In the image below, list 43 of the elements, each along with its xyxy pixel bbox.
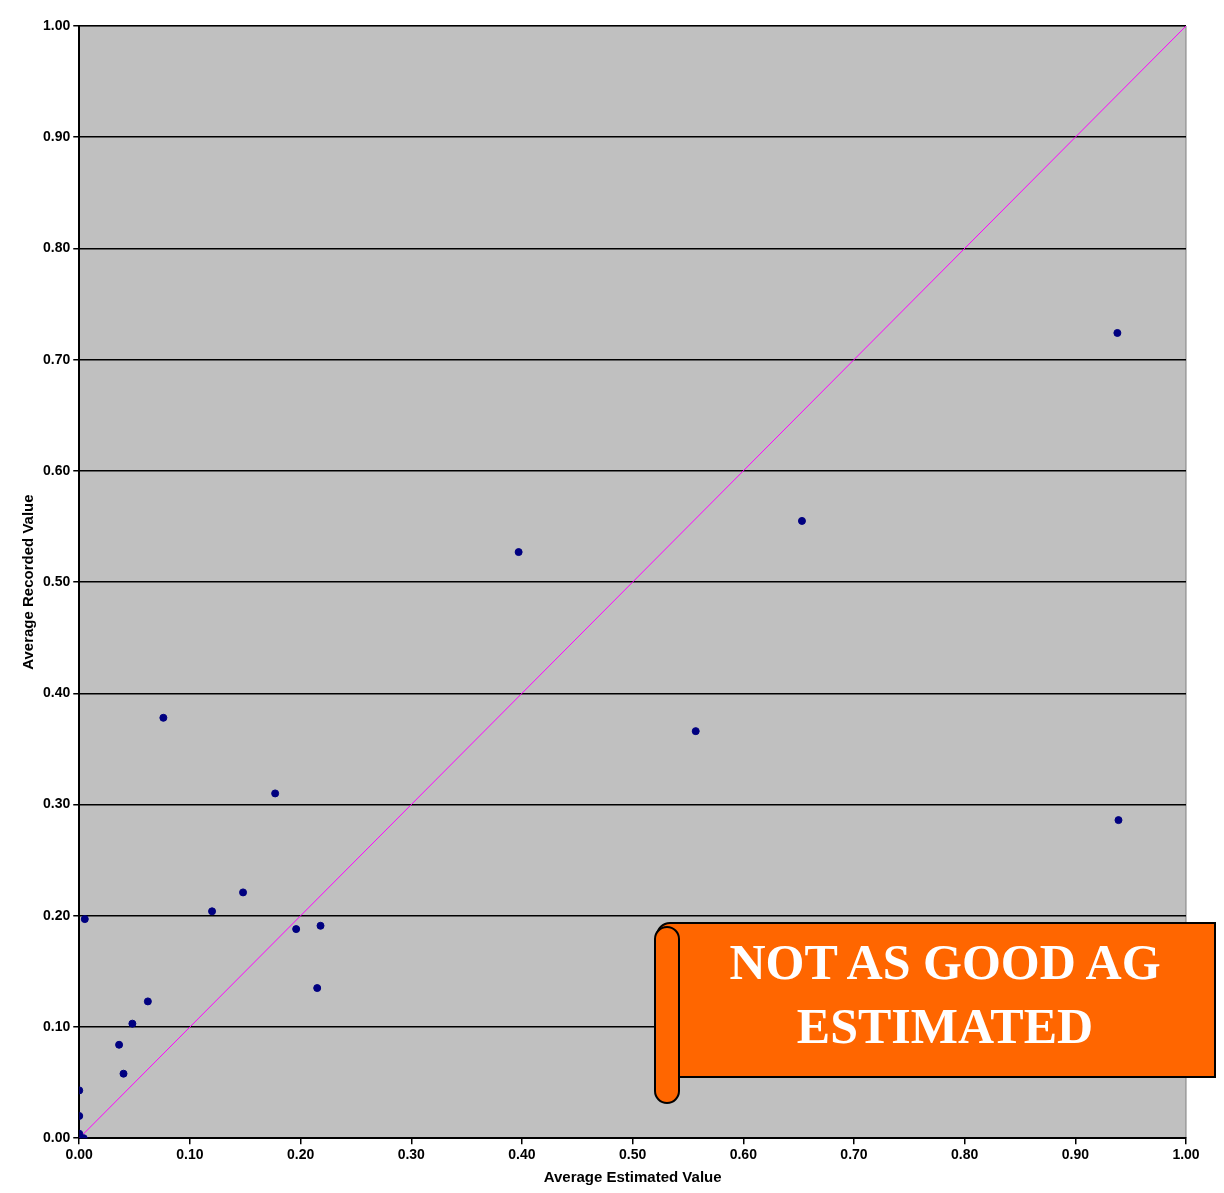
y-tick-label: 0.00 (43, 1129, 71, 1146)
point (271, 789, 280, 798)
point (514, 548, 523, 557)
point (292, 925, 301, 934)
point (80, 915, 89, 924)
point (119, 1069, 128, 1078)
point (1114, 816, 1123, 825)
point (159, 713, 168, 722)
x-tick-label: 0.30 (397, 1146, 426, 1163)
x-tick-label: 0.40 (508, 1146, 536, 1163)
point (797, 516, 806, 525)
y-tick-label: 0.30 (43, 795, 71, 812)
y-tick-label: 0.20 (43, 906, 71, 923)
x-tick-label: 0.10 (176, 1146, 204, 1163)
y-tick-label: 0.40 (43, 684, 71, 701)
y-tick-label: 0.80 (43, 239, 71, 256)
x-tick-label: 1.00 (1172, 1146, 1200, 1163)
y-tick-label: 0.90 (43, 128, 71, 145)
x-tick-label: 0.60 (729, 1146, 758, 1163)
y-tick-label: 0.50 (43, 572, 71, 589)
point (316, 921, 325, 930)
y-tick-label: 1.00 (43, 16, 71, 33)
y-tick-label: 0.10 (43, 1017, 71, 1034)
point (208, 907, 217, 916)
point (128, 1019, 137, 1028)
y-axis-title: Average Recorded Value (19, 494, 37, 670)
point (691, 727, 700, 736)
x-tick-label: 0.20 (286, 1146, 315, 1163)
annotation: ESTIMATED (795, 997, 1095, 1056)
x-tick-label: 0.70 (840, 1146, 868, 1163)
point (313, 984, 322, 993)
x-tick-label: 0.50 (619, 1146, 647, 1163)
point (115, 1040, 124, 1049)
x-tick-label: 0.80 (951, 1146, 979, 1163)
annotation: NOT AS GOOD AG (728, 933, 1162, 992)
point (239, 888, 248, 897)
x-tick-label: 0.00 (65, 1146, 94, 1163)
x-tick-label: 0.90 (1061, 1146, 1090, 1163)
x-axis-title: Average Estimated Value (543, 1168, 722, 1186)
y-tick-label: 0.60 (43, 461, 71, 478)
point (1113, 328, 1122, 337)
y-tick-label: 0.70 (43, 350, 71, 367)
point (143, 997, 152, 1006)
